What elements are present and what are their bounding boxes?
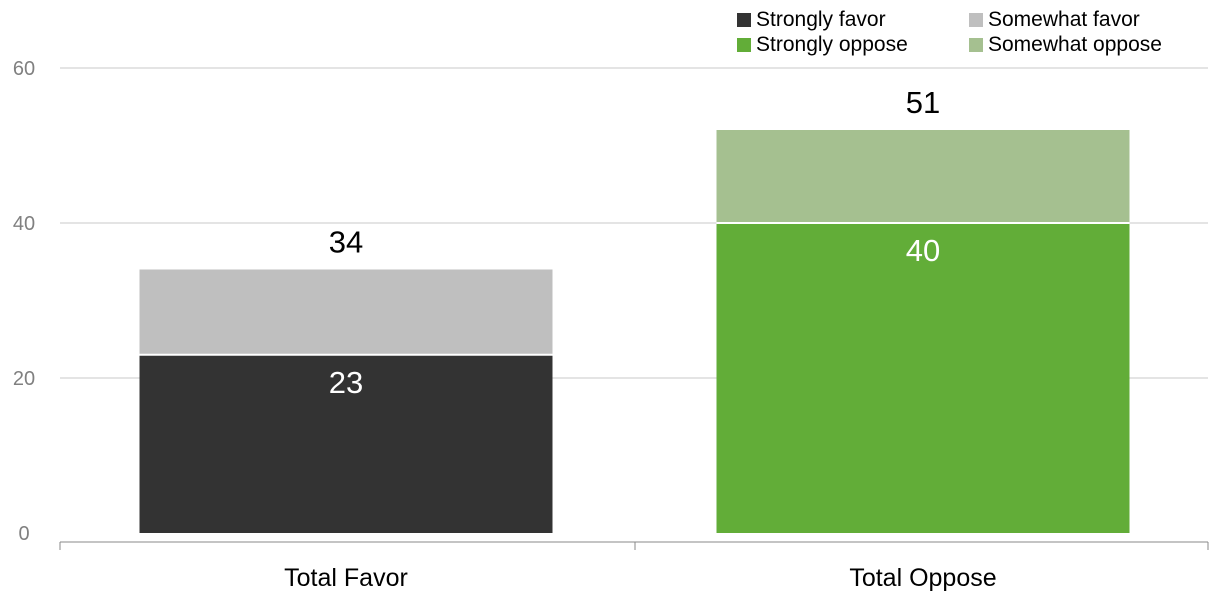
legend-item: Somewhat oppose <box>969 33 1162 56</box>
y-tick-label: 0 <box>18 523 29 545</box>
legend-item: Strongly favor <box>737 8 886 31</box>
legend-swatch <box>737 38 751 52</box>
x-axis <box>59 541 1209 550</box>
legend-swatch <box>969 38 983 52</box>
legend-label: Strongly favor <box>756 8 886 31</box>
y-axis-tick-labels: 0 20 40 60 <box>13 58 35 545</box>
bar-segment-strongly-oppose <box>716 223 1130 533</box>
segment-labels: 23 40 <box>329 233 940 400</box>
total-labels: 34 51 <box>329 85 940 260</box>
bars <box>139 130 1130 533</box>
legend-item: Strongly oppose <box>737 33 908 56</box>
x-category-label: Total Oppose <box>849 564 996 592</box>
x-category-label: Total Favor <box>284 564 408 592</box>
legend-label: Somewhat oppose <box>988 33 1162 56</box>
legend-item: Somewhat favor <box>969 8 1140 31</box>
legend-swatch <box>737 13 751 27</box>
legend-label: Strongly oppose <box>756 33 908 56</box>
legend-label: Somewhat favor <box>988 8 1140 31</box>
legend: Strongly favor Somewhat favor Strongly opp… <box>737 8 1162 56</box>
y-tick-label: 20 <box>13 368 35 390</box>
y-tick-label: 60 <box>13 58 35 80</box>
bar-segment-somewhat-oppose <box>716 130 1130 223</box>
segment-value-label: 23 <box>329 365 363 400</box>
total-value-label: 51 <box>906 85 940 120</box>
y-tick-label: 40 <box>13 213 35 235</box>
x-axis-category-labels: Total Favor Total Oppose <box>284 564 997 592</box>
legend-swatch <box>969 13 983 27</box>
segment-value-label: 40 <box>906 233 940 268</box>
bar-segment-somewhat-favor <box>139 269 553 355</box>
total-value-label: 34 <box>329 225 363 260</box>
bar-segment-strongly-favor <box>139 354 553 533</box>
